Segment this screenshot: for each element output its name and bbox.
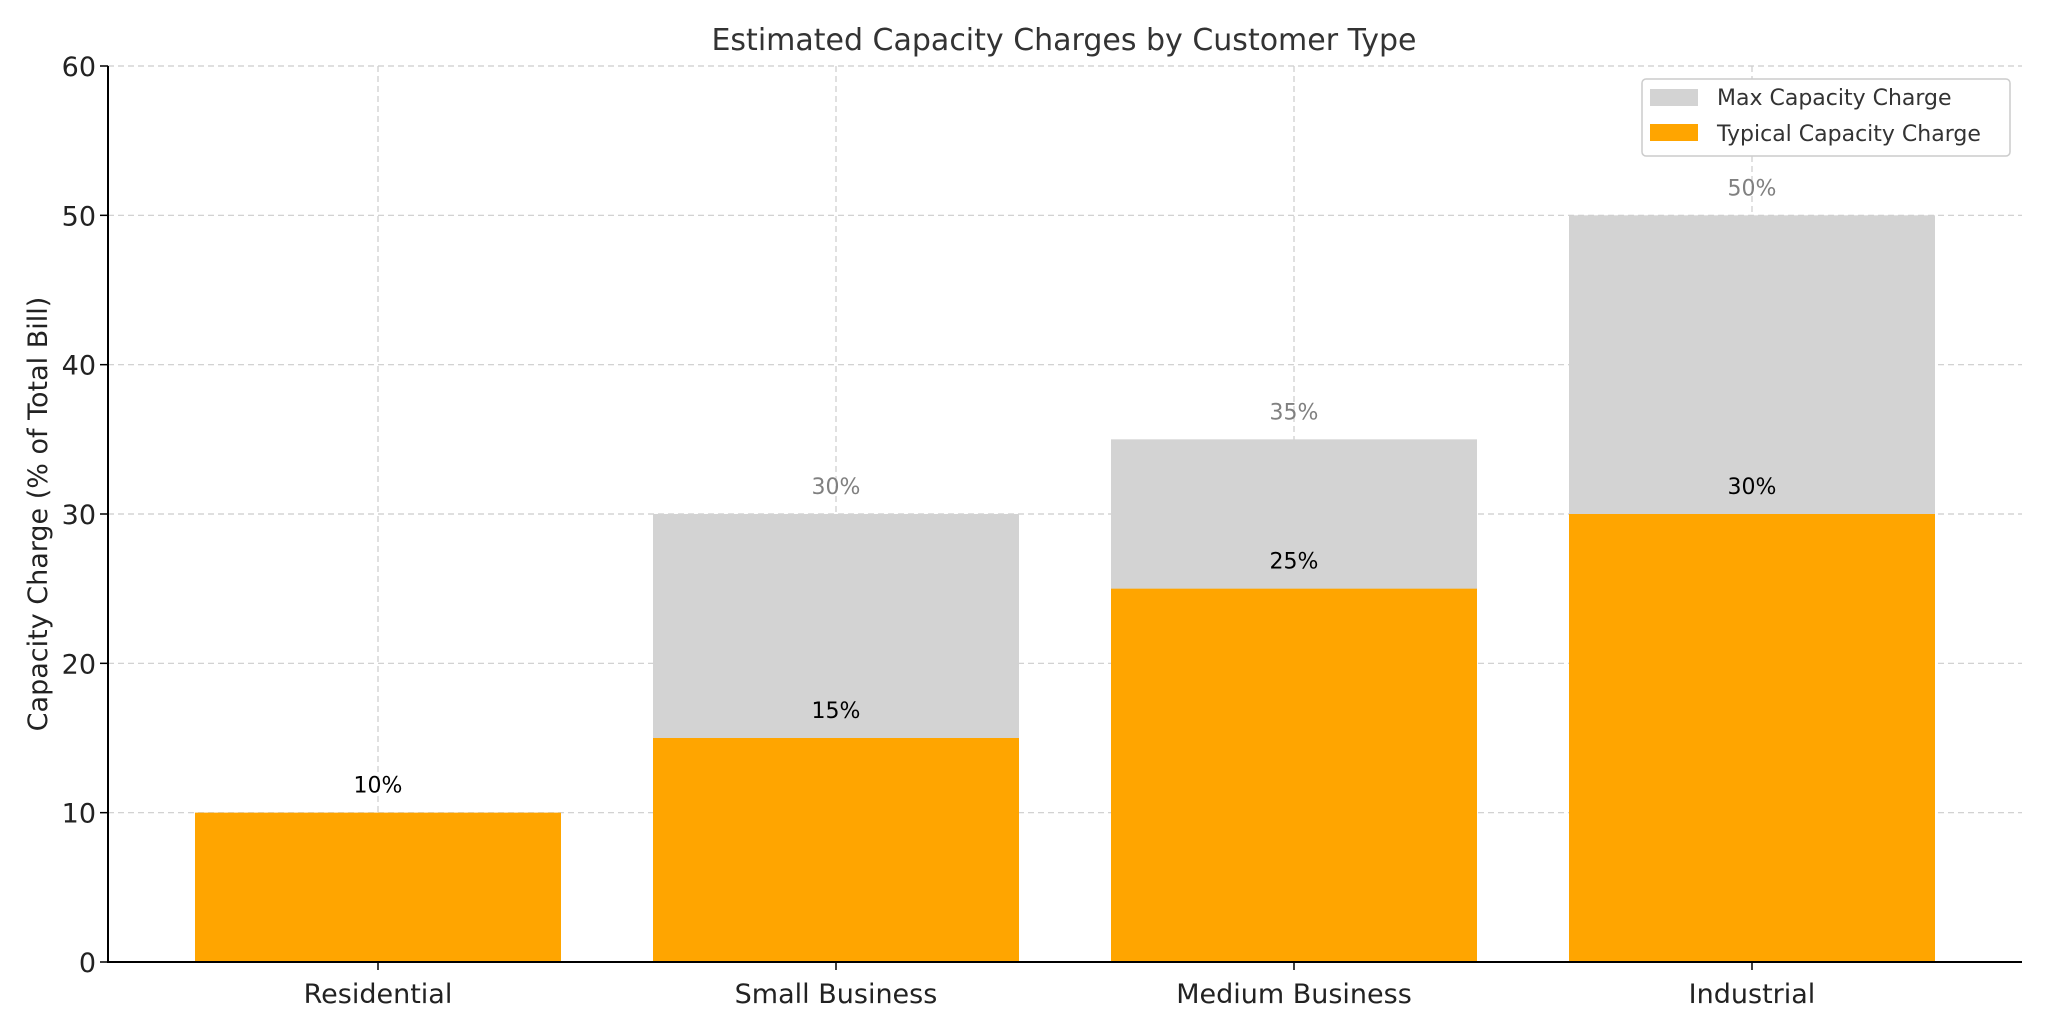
x-tick-label: Small Business (735, 979, 938, 1010)
data-labels: 30% 35% 50% 10% 15% 25% 30% (354, 176, 1777, 798)
data-label-max-3: 50% (1728, 176, 1777, 201)
x-tick-label: Residential (304, 979, 453, 1010)
bar-typical-2 (1111, 588, 1477, 962)
y-axis-label: Capacity Charge (% of Total Bill) (23, 297, 54, 732)
y-ticks: 0 10 20 30 40 50 60 (62, 52, 108, 979)
bar-typical-0 (195, 812, 561, 962)
legend-label-max: Max Capacity Charge (1717, 86, 1952, 111)
chart-title: Estimated Capacity Charges by Customer T… (711, 23, 1416, 58)
bars (195, 215, 1935, 963)
legend-swatch-typical (1650, 124, 1698, 141)
y-tick-label: 50 (62, 201, 96, 232)
y-tick-label: 60 (62, 52, 96, 83)
bar-typical-3 (1569, 514, 1935, 962)
legend-swatch-max (1650, 89, 1698, 106)
data-label-typical-0: 10% (354, 774, 403, 799)
legend-label-typical: Typical Capacity Charge (1716, 122, 1981, 147)
y-tick-label: 40 (62, 351, 96, 382)
y-tick-label: 30 (62, 500, 96, 531)
legend-box (1641, 78, 2011, 157)
data-label-typical-2: 25% (1270, 550, 1319, 575)
y-tick-label: 0 (79, 948, 96, 979)
x-ticks: Residential Small Business Medium Business… (304, 962, 1816, 1010)
data-label-typical-1: 15% (812, 699, 861, 724)
data-label-typical-3: 30% (1728, 475, 1777, 500)
data-label-max-1: 30% (812, 475, 861, 500)
bar-typical-1 (653, 738, 1019, 962)
y-tick-label: 10 (62, 799, 96, 830)
x-tick-label: Medium Business (1176, 979, 1412, 1010)
y-tick-label: 20 (62, 649, 96, 680)
x-tick-label: Industrial (1689, 979, 1816, 1010)
legend: Max Capacity Charge Typical Capacity Cha… (1641, 78, 2011, 157)
data-label-max-2: 35% (1270, 400, 1319, 425)
